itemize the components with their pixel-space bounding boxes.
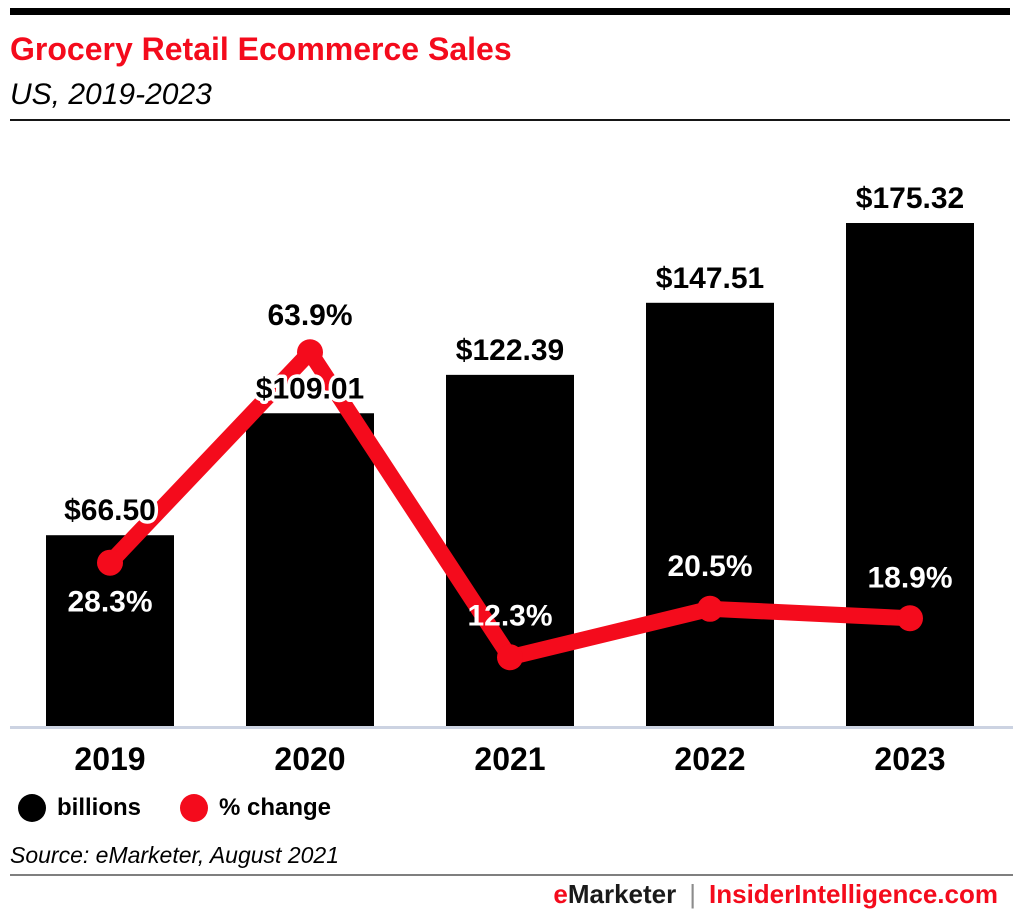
- pct-point-2019: [97, 549, 123, 576]
- bar-2022: [646, 302, 774, 726]
- pct-change-line: [104, 344, 911, 666]
- footer-site-link[interactable]: InsiderIntelligence.com: [709, 879, 998, 909]
- pct-value-label-2023: 18.9%: [867, 561, 952, 594]
- x-tick-2023: 2023: [874, 741, 945, 777]
- chart-title: Grocery Retail Ecommerce Sales: [10, 31, 512, 67]
- legend-swatch-pct-change-icon: [180, 794, 208, 822]
- pct-value-label-2021: 12.3%: [467, 599, 552, 632]
- pct-point-2021: [497, 644, 523, 671]
- x-axis-line: [10, 726, 1013, 729]
- header-divider: [10, 119, 1010, 121]
- bar-value-label-2020: $109.01: [256, 372, 364, 405]
- bar-2021: [446, 374, 574, 726]
- pct-point-2020: [297, 339, 323, 366]
- source-note: Source: eMarketer, August 2021: [10, 842, 340, 868]
- legend-item-billions: billions: [18, 794, 141, 822]
- chart-legend: billions % change: [18, 794, 331, 822]
- footer: eMarketer | InsiderIntelligence.com: [553, 880, 998, 909]
- footer-brand-rest: Marketer: [567, 879, 677, 909]
- bar-value-label-2021: $122.39: [456, 334, 564, 367]
- legend-label-pct-change: % change: [219, 794, 332, 821]
- chart-subtitle: US, 2019-2023: [10, 78, 212, 111]
- bar-value-label-2023: $175.32: [856, 182, 964, 215]
- bar-2019: [46, 535, 174, 726]
- x-tick-2022: 2022: [674, 741, 745, 777]
- footer-brand-prefix: e: [553, 879, 568, 909]
- pct-point-2023: [897, 605, 923, 632]
- pct-value-label-2019: 28.3%: [67, 586, 152, 619]
- x-tick-2019: 2019: [74, 741, 145, 777]
- footer-divider: [10, 874, 1013, 876]
- footer-brand: eMarketer: [553, 880, 676, 909]
- x-tick-2020: 2020: [274, 741, 345, 777]
- legend-swatch-billions-icon: [18, 794, 46, 822]
- bar-2023: [846, 223, 974, 726]
- footer-separator: |: [689, 879, 697, 909]
- pct-value-label-2022: 20.5%: [667, 550, 752, 583]
- bar-2020: [246, 413, 374, 726]
- bar-value-label-2019: $66.50: [64, 494, 156, 527]
- pct-value-label-2020: 63.9%: [267, 299, 352, 332]
- x-tick-2021: 2021: [474, 741, 545, 777]
- legend-item-pct-change: % change: [180, 794, 331, 822]
- top-accent-bar: [10, 8, 1010, 15]
- bar-value-label-2022: $147.51: [656, 262, 764, 295]
- pct-point-2022: [697, 595, 723, 622]
- legend-label-billions: billions: [57, 794, 141, 821]
